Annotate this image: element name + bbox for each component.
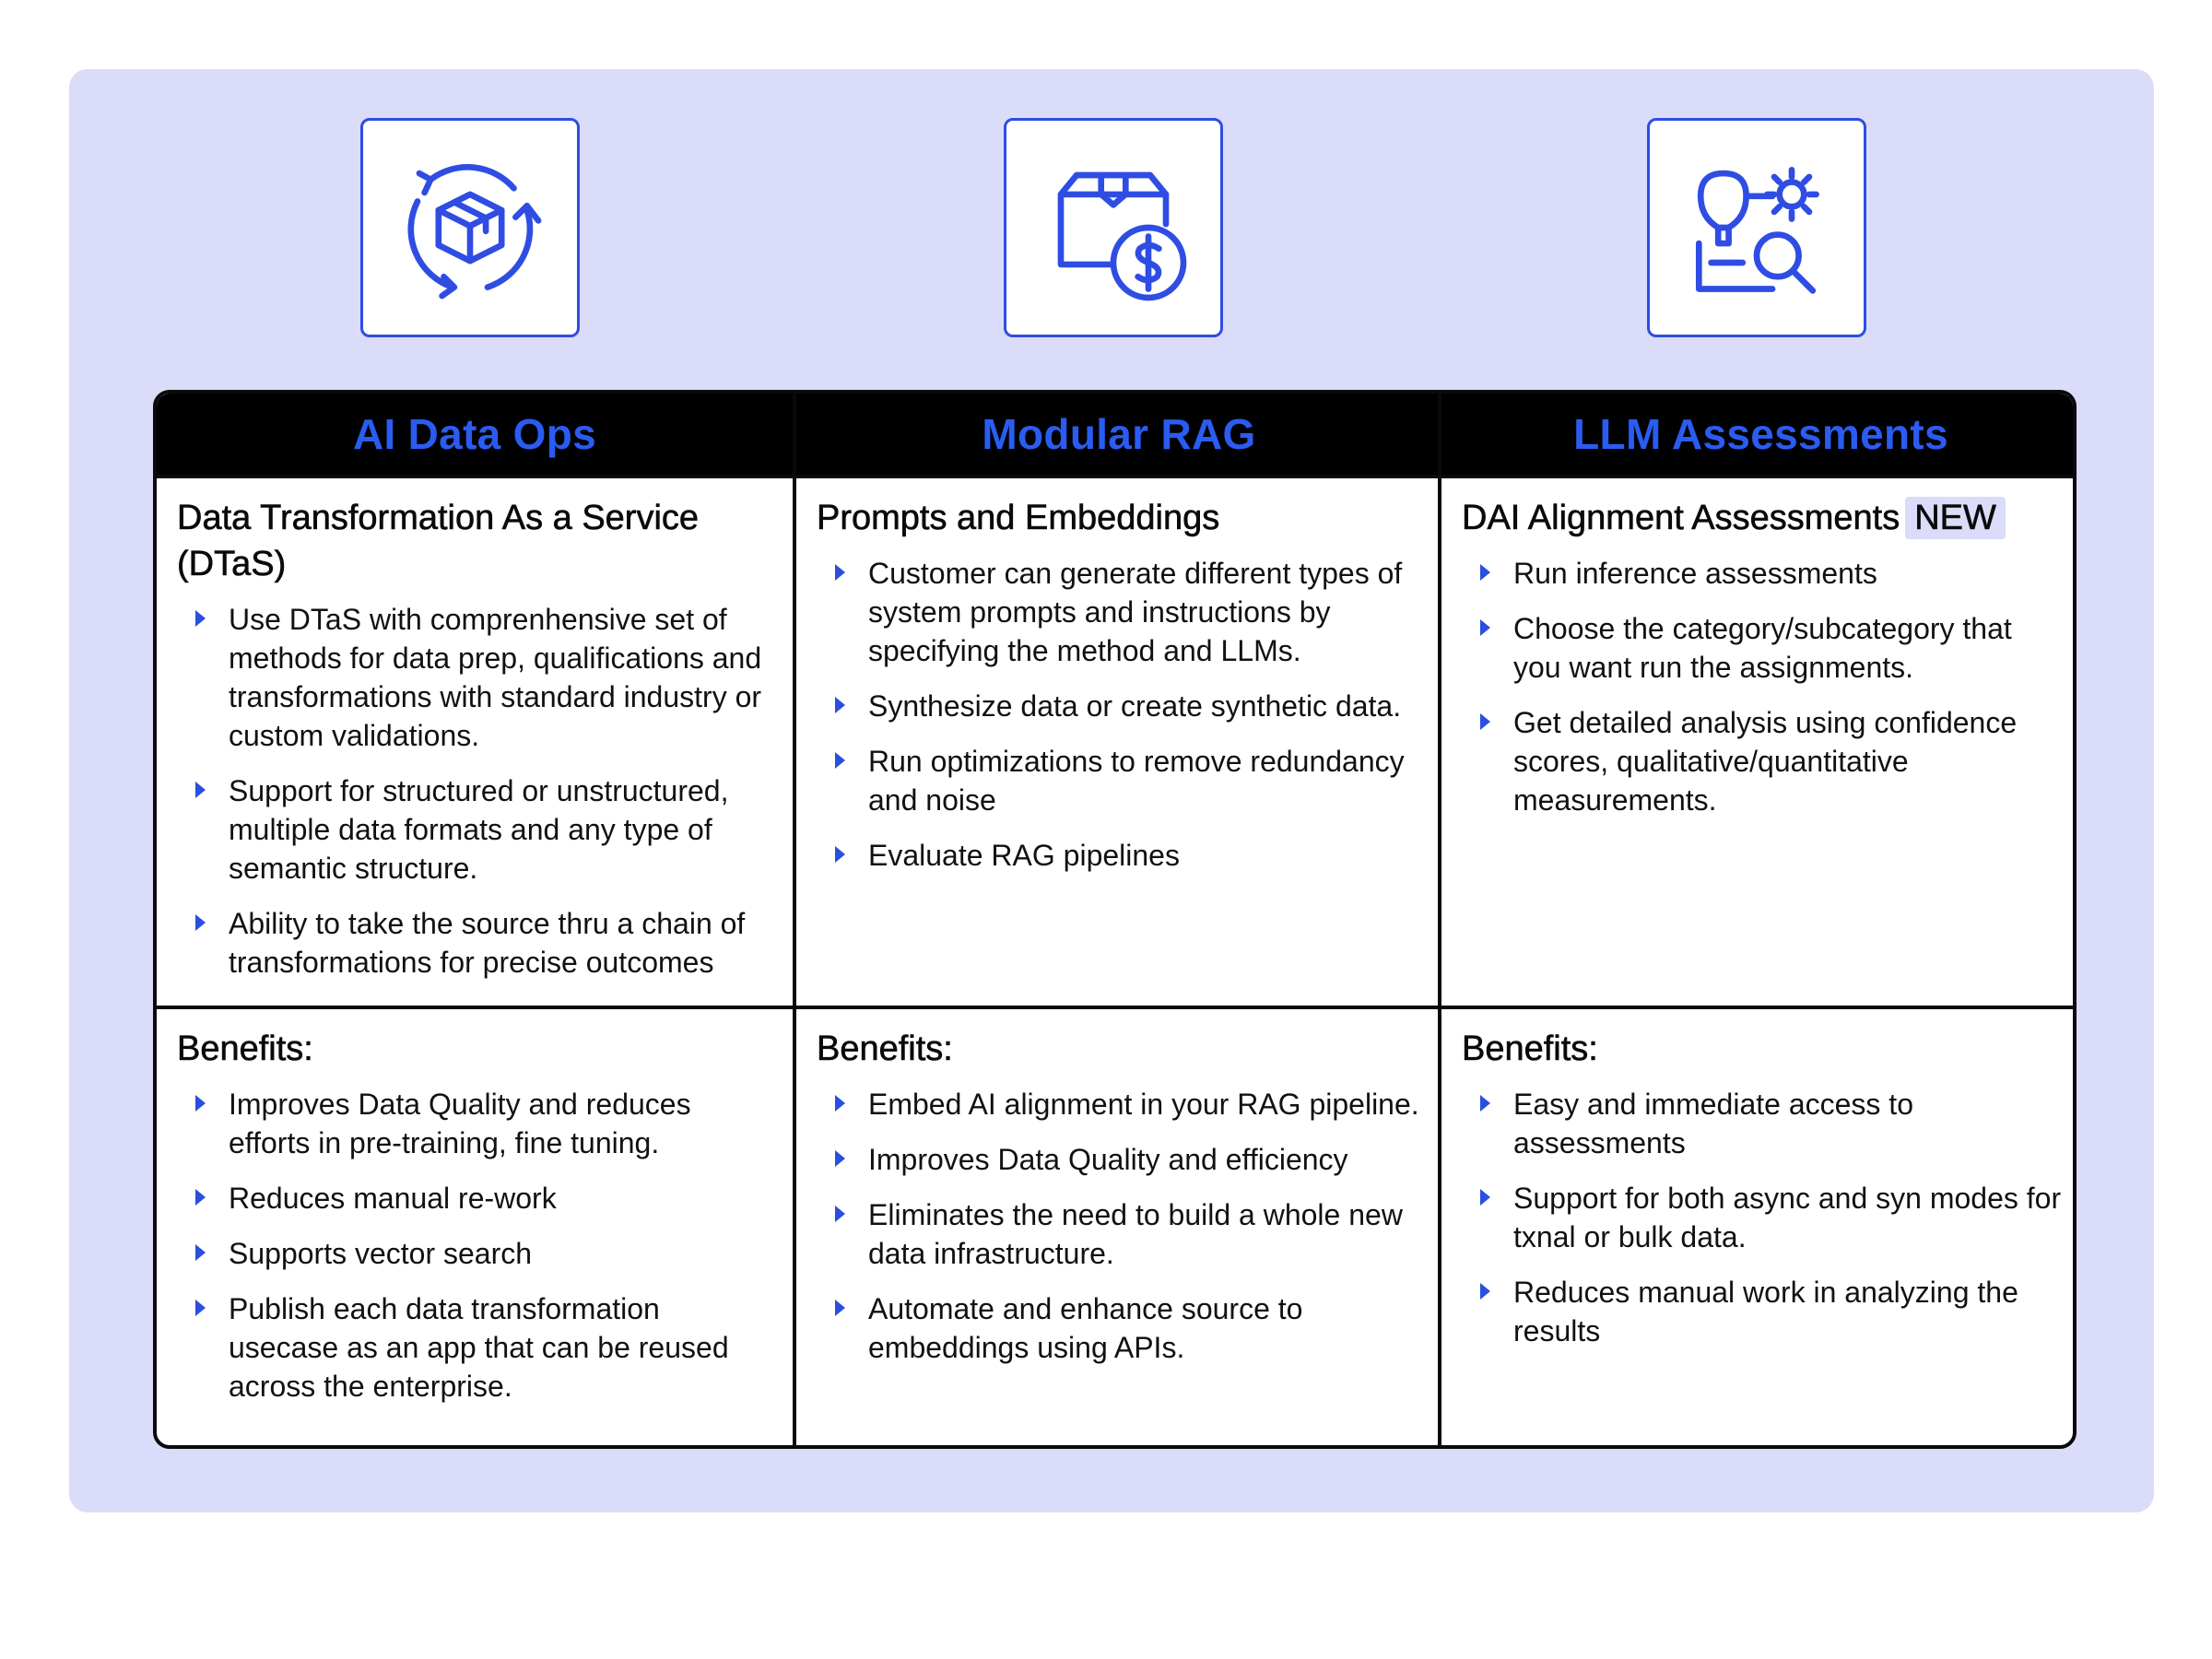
new-badge: NEW [1905,497,2006,539]
list-item: Embed AI alignment in your RAG pipeline. [817,1085,1423,1124]
bullet-arrow-icon [835,1300,845,1316]
bullet-arrow-icon [1480,1095,1490,1112]
column-ai-data-ops: AI Data Ops Data Transformation As a Ser… [157,394,793,1445]
list-item: Support for both async and syn modes for… [1462,1179,2062,1256]
bullet-arrow-icon [835,752,845,769]
list-item: Automate and enhance source to embedding… [817,1289,1423,1367]
section-title: Benefits: [817,1030,953,1069]
bullet-arrow-icon [835,564,845,581]
bullet-arrow-icon [1480,1189,1490,1206]
bullet-arrow-icon [1480,713,1490,730]
column-header: Modular RAG [796,394,1441,475]
list-item: Synthesize data or create synthetic data… [817,687,1423,725]
bullet-arrow-icon [835,697,845,713]
bullet-arrow-icon [195,782,206,798]
bullet-arrow-icon [195,914,206,931]
features-section: DAI Alignment Assessments NEW Run inferen… [1441,475,2073,1009]
benefits-section: Benefits: Embed AI alignment in your RAG… [796,1009,1441,1445]
box-cycle-icon [360,118,580,337]
column-header: LLM Assessments [1441,394,2073,475]
column-title: AI Data Ops [352,410,597,458]
benefits-section: Benefits: Easy and immediate access to a… [1441,1009,2073,1445]
section-title: DAI Alignment Assessments NEW [1462,495,2062,541]
features-section: Prompts and Embeddings Customer can gene… [796,475,1441,1009]
list-item: Customer can generate different types of… [817,554,1423,670]
section-title: Prompts and Embeddings [817,499,1220,538]
list-item: Evaluate RAG pipelines [817,836,1423,875]
list-item: Improves Data Quality and efficiency [817,1140,1423,1179]
bullet-arrow-icon [1480,564,1490,581]
section-title: Benefits: [177,1030,313,1069]
list-item: Reduces manual re-work [177,1179,774,1218]
features-section: Data Transformation As a Service (DTaS) … [157,475,793,1009]
idea-gear-search-icon [1647,118,1866,337]
list-item: Get detailed analysis using confidence s… [1462,703,2062,819]
list-item: Easy and immediate access to assessments [1462,1085,2062,1162]
benefits-section: Benefits: Improves Data Quality and redu… [157,1009,793,1445]
list-item: Reduces manual work in analyzing the res… [1462,1273,2062,1350]
list-item: Ability to take the source thru a chain … [177,904,774,982]
bullet-arrow-icon [835,1150,845,1167]
list-item: Eliminates the need to build a whole new… [817,1195,1423,1273]
feature-table: AI Data Ops Data Transformation As a Ser… [153,390,2077,1449]
bullet-arrow-icon [835,846,845,863]
bullet-arrow-icon [195,1189,206,1206]
list-item: Run inference assessments [1462,554,2062,593]
list-item: Choose the category/subcategory that you… [1462,609,2062,687]
bullet-arrow-icon [835,1095,845,1112]
list-item: Support for structured or unstructured, … [177,771,774,888]
bullet-arrow-icon [195,1095,206,1112]
list-item: Publish each data transformation usecase… [177,1289,774,1406]
section-title: Data Transformation As a Service (DTaS) [177,499,700,584]
column-header: AI Data Ops [157,394,793,475]
bullet-arrow-icon [195,1300,206,1316]
column-llm-assessments: LLM Assessments DAI Alignment Assessment… [1438,394,2073,1445]
list-item: Improves Data Quality and reduces effort… [177,1085,774,1162]
list-item: Use DTaS with comprenhensive set of meth… [177,600,774,755]
bullet-arrow-icon [1480,1283,1490,1300]
bullet-arrow-icon [195,610,206,627]
bullet-arrow-icon [195,1244,206,1261]
bullet-arrow-icon [1480,619,1490,636]
bullet-arrow-icon [835,1206,845,1222]
list-item: Run optimizations to remove redundancy a… [817,742,1423,819]
box-dollar-icon [1004,118,1223,337]
column-title: LLM Assessments [1573,410,1948,458]
column-modular-rag: Modular RAG Prompts and Embeddings Custo… [793,394,1441,1445]
section-title: Benefits: [1462,1030,1598,1069]
list-item: Supports vector search [177,1234,774,1273]
column-title: Modular RAG [982,410,1256,458]
